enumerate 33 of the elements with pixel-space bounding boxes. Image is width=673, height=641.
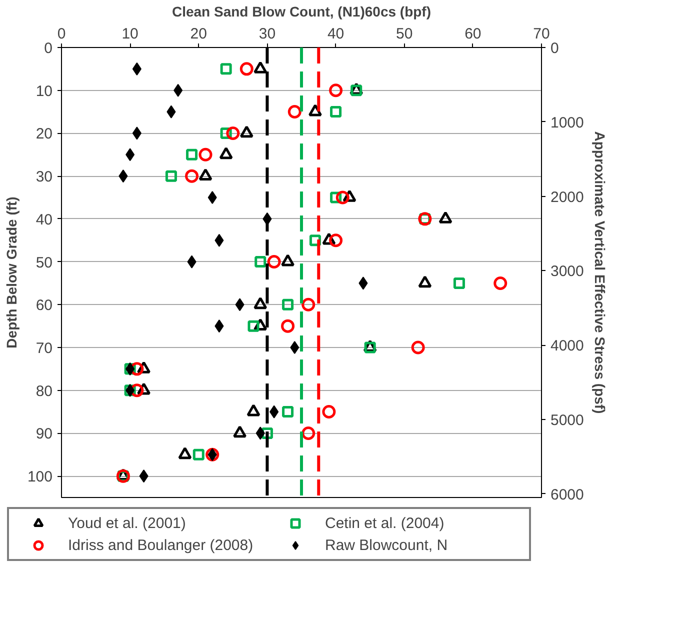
x-tick-label: 30 bbox=[258, 26, 276, 42]
x-tick-label: 50 bbox=[396, 26, 413, 42]
y2-tick-label: 1000 bbox=[550, 114, 584, 132]
x-tick-label: 0 bbox=[57, 26, 66, 42]
y2-axis-title: Approximate Vertical Effective Stress (psf) bbox=[592, 131, 608, 414]
y2-tick-label: 5000 bbox=[550, 412, 584, 429]
y2-tick-label: 6000 bbox=[550, 486, 584, 504]
y2-tick-label: 2000 bbox=[550, 188, 584, 206]
y-tick-label: 0 bbox=[44, 40, 52, 57]
legend-label: Raw Blowcount, N bbox=[325, 536, 449, 554]
legend-label: Youd et al. (2001) bbox=[68, 514, 187, 532]
y-tick-label: 50 bbox=[36, 254, 53, 272]
y-tick-label: 10 bbox=[36, 82, 53, 100]
legend-label: Idriss and Boulanger (2008) bbox=[68, 536, 254, 554]
x-axis-title: Clean Sand Blow Count, (N1)60cs (bpf) bbox=[172, 4, 432, 20]
x-tick-label: 60 bbox=[464, 26, 482, 42]
y-tick-label: 40 bbox=[36, 211, 53, 228]
x-tick-label: 70 bbox=[533, 26, 550, 42]
legend-label: Cetin et al. (2004) bbox=[325, 514, 446, 532]
x-tick-label: 10 bbox=[122, 26, 138, 42]
x-tick-label: 40 bbox=[327, 26, 344, 42]
x-tick-label: 20 bbox=[190, 26, 207, 42]
y2-tick-label: 0 bbox=[550, 40, 559, 57]
y2-tick-label: 4000 bbox=[550, 338, 584, 355]
y-tick-label: 80 bbox=[36, 382, 53, 400]
y-axis-title: Depth Below Grade (ft) bbox=[3, 196, 20, 348]
y2-tick-label: 3000 bbox=[550, 263, 584, 280]
y-tick-label: 30 bbox=[36, 168, 53, 186]
y-tick-label: 20 bbox=[36, 126, 53, 143]
y-tick-label: 60 bbox=[36, 297, 53, 314]
y-tick-label: 90 bbox=[36, 426, 53, 443]
y-tick-label: 70 bbox=[36, 340, 53, 357]
y-tick-label: 100 bbox=[27, 468, 53, 486]
